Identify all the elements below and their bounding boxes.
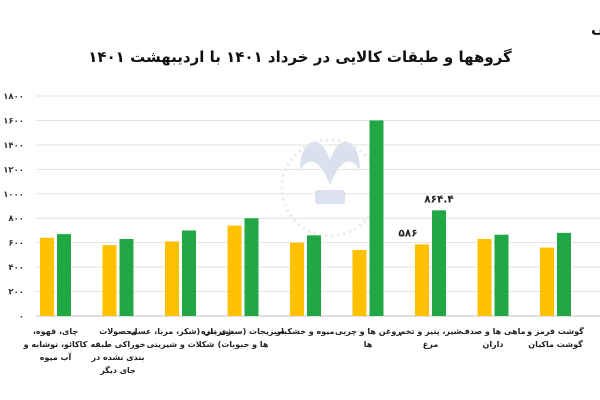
- category-label: گوشت قرمز و: [526, 326, 584, 336]
- bar-series-1: [290, 242, 304, 316]
- data-label: ۵۸۶: [398, 227, 417, 239]
- bar-series-2: [182, 230, 196, 316]
- bar-series-1: [415, 244, 429, 316]
- bar-series-2: [369, 120, 384, 316]
- y-axis: ۰ ۲۰۰ ۴۰۰ ۶۰۰ ۸۰۰ ۱۰۰۰ ۱۲۰۰ ۱۴۰۰ ۱۶۰۰ ۱۸۰۰: [3, 92, 24, 322]
- category-label: چای، قهوه،: [33, 327, 78, 336]
- y-tick-label: ۲۰۰: [8, 288, 24, 298]
- category-label: محصولات: [99, 327, 137, 336]
- category-label: سبزیجات (سبزی تازه: [201, 327, 285, 336]
- bar-series-1: [40, 237, 54, 316]
- category-label: جای دیگر: [99, 365, 136, 375]
- category-label: گوشت ماکیان: [528, 339, 583, 349]
- y-tick-label: ۰: [19, 312, 24, 322]
- category-label: روغن ها و چربی: [335, 327, 401, 336]
- y-tick-label: ۴۰۰: [8, 263, 24, 273]
- category-label: شیرینی (شکر، مربا، عسل،: [128, 327, 234, 336]
- y-tick-label: ۱۲۰۰: [3, 165, 24, 175]
- bar-series-2: [557, 232, 571, 316]
- category-label: بندی نشده در: [91, 353, 145, 362]
- bar-series-1: [102, 245, 117, 316]
- bar-series-2: [244, 218, 259, 316]
- category-label: ها و حبوبات): [218, 340, 269, 349]
- category-label: ماهی ها و صدف: [460, 327, 525, 336]
- bar-series-1: [540, 247, 554, 316]
- bar-series-1: [227, 225, 242, 316]
- category-label: آب میوه: [40, 352, 72, 362]
- category-label: داران: [482, 340, 503, 349]
- y-tick-label: ۱۶۰۰: [3, 116, 24, 126]
- y-tick-label: ۸۰۰: [8, 214, 24, 224]
- data-labels: ۵۸۶ ۸۶۴.۴: [398, 193, 454, 239]
- y-tick-label: ۱۸۰۰: [3, 92, 24, 102]
- category-label: میوه و خشکبار: [276, 327, 335, 336]
- bar-series-2: [432, 210, 446, 316]
- category-label: شکلات و شیرینی: [147, 340, 215, 349]
- y-tick-label: ۱۰۰۰: [3, 190, 24, 200]
- y-tick-label: ۱۴۰۰: [3, 141, 24, 151]
- y-tick-label: ۶۰۰: [8, 239, 24, 249]
- x-axis: چای، قهوه، کاکائو، نوشابه و آب میوه محصولات…: [23, 326, 585, 375]
- bar-series-2: [119, 239, 134, 316]
- watermark-logo: [280, 138, 380, 238]
- category-label: کاکائو، نوشابه و: [23, 340, 88, 349]
- category-label: مرغ: [423, 340, 438, 349]
- bars: [40, 120, 571, 316]
- bar-series-2: [57, 234, 71, 316]
- bar-series-2: [494, 234, 509, 316]
- data-label: ۸۶۴.۴: [424, 193, 454, 205]
- category-label: شیر، پنیر و تخم: [399, 327, 461, 336]
- category-label: خوراکی طبقه: [90, 340, 145, 349]
- bar-series-2: [307, 235, 321, 316]
- chart-title-line-1: مقایسه شاخص قیمت کالاهای مصرفی خانوارهای…: [591, 19, 600, 37]
- category-label: ها: [364, 340, 373, 349]
- chart-title-line-2: گروهها و طبقات کالایی در خرداد ۱۴۰۱ با ا…: [88, 48, 512, 66]
- bar-series-1: [165, 241, 179, 316]
- bar-series-1: [477, 239, 492, 316]
- bar-series-1: [352, 250, 367, 316]
